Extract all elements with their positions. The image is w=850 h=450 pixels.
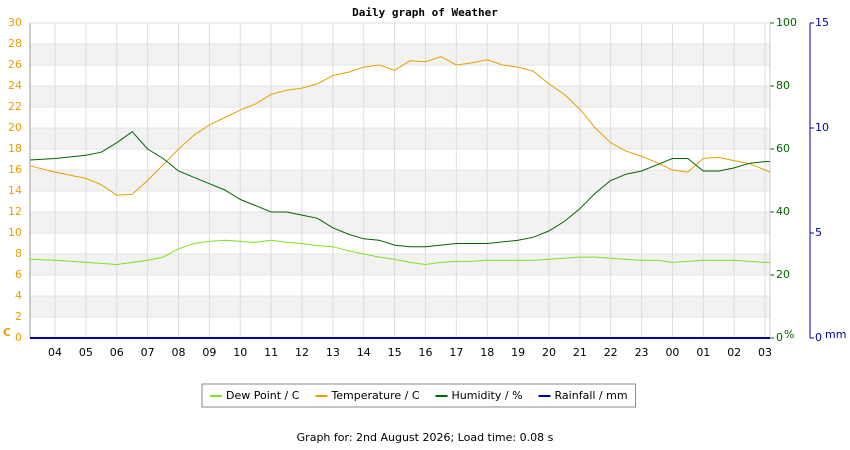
x-tick-label: 02 xyxy=(727,346,741,359)
grid-band xyxy=(30,296,770,317)
x-tick-label: 06 xyxy=(110,346,124,359)
legend-label: Dew Point / C xyxy=(226,389,300,402)
grid-band xyxy=(30,170,770,191)
y-tick-label: 12 xyxy=(8,205,22,218)
y2-axis-label: % xyxy=(784,328,794,341)
y-tick-label: 24 xyxy=(8,79,22,92)
y-tick-label: 30 xyxy=(8,16,22,29)
x-tick-label: 12 xyxy=(295,346,309,359)
footer: Graph for: 2nd August 2026; Load time: 0… xyxy=(297,431,554,444)
y-tick-label: 14 xyxy=(8,184,22,197)
y2-tick-label: 80 xyxy=(776,79,790,92)
grid-band xyxy=(30,86,770,107)
y-tick-label: 28 xyxy=(8,37,22,50)
x-tick-label: 03 xyxy=(758,346,772,359)
y-tick-label: 20 xyxy=(8,121,22,134)
legend-label: Humidity / % xyxy=(452,389,523,402)
x-tick-label: 00 xyxy=(665,346,679,359)
x-tick-label: 20 xyxy=(542,346,556,359)
legend-label: Temperature / C xyxy=(330,389,419,402)
y3-tick-label: 15 xyxy=(815,16,829,29)
data-line xyxy=(29,131,770,248)
y-tick-label: 18 xyxy=(8,142,22,155)
y-tick-label: 26 xyxy=(8,58,22,71)
y3-tick-label: 5 xyxy=(815,226,822,239)
legend-label: Rainfall / mm xyxy=(555,389,628,402)
x-tick-label: 04 xyxy=(48,346,62,359)
x-tick-label: 13 xyxy=(326,346,340,359)
x-tick-label: 16 xyxy=(418,346,432,359)
x-tick-label: 17 xyxy=(449,346,463,359)
y-tick-label: 0 xyxy=(15,331,22,344)
x-tick-label: 08 xyxy=(171,346,185,359)
y2-tick-label: 40 xyxy=(776,205,790,218)
grid-band xyxy=(30,212,770,233)
y3-tick-label: 0 xyxy=(815,331,822,344)
x-tick-label: 18 xyxy=(480,346,494,359)
x-tick-label: 05 xyxy=(79,346,93,359)
x-tick-label: 15 xyxy=(388,346,402,359)
y-tick-label: 16 xyxy=(8,163,22,176)
data-line xyxy=(29,239,770,266)
chart-title: Daily graph of Weather xyxy=(352,6,498,19)
legend-box xyxy=(201,383,637,408)
grid-band xyxy=(30,44,770,65)
y-tick-label: 2 xyxy=(15,310,22,323)
x-tick-label: 07 xyxy=(141,346,155,359)
y2-tick-label: 0 xyxy=(776,331,783,344)
grid-band xyxy=(30,254,770,275)
y2-tick-label: 100 xyxy=(776,16,797,29)
y2-tick-label: 60 xyxy=(776,142,790,155)
y-tick-label: 10 xyxy=(8,226,22,239)
x-tick-label: 21 xyxy=(573,346,587,359)
x-tick-label: 23 xyxy=(635,346,649,359)
x-tick-label: 14 xyxy=(357,346,371,359)
y3-axis-label: mm xyxy=(825,328,846,341)
x-tick-label: 01 xyxy=(696,346,710,359)
x-tick-label: 22 xyxy=(604,346,618,359)
x-tick-label: 10 xyxy=(233,346,247,359)
x-tick-label: 11 xyxy=(264,346,278,359)
grid-band xyxy=(30,128,770,149)
y-tick-label: 22 xyxy=(8,100,22,113)
y-tick-label: 6 xyxy=(15,268,22,281)
y-axis-label: C xyxy=(3,326,11,339)
y2-tick-label: 20 xyxy=(776,268,790,281)
x-tick-label: 19 xyxy=(511,346,525,359)
y3-tick-label: 10 xyxy=(815,121,829,134)
y-tick-label: 8 xyxy=(15,247,22,260)
x-tick-label: 09 xyxy=(202,346,216,359)
y-tick-label: 4 xyxy=(15,289,22,302)
